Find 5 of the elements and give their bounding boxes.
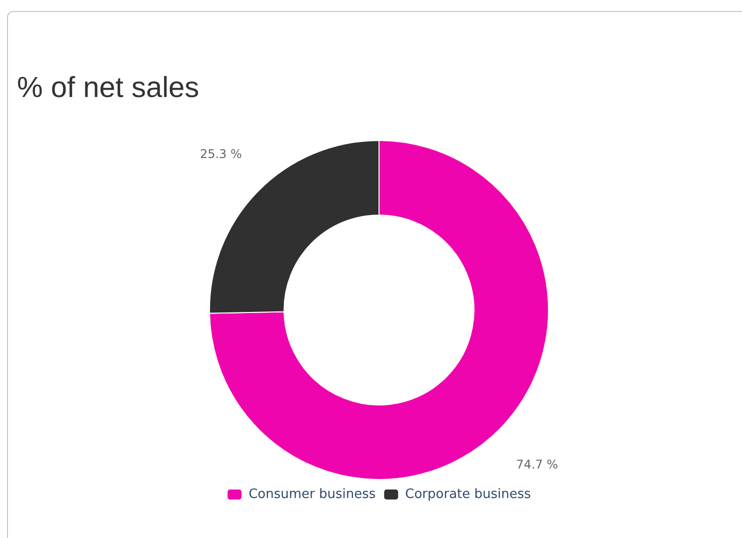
data-label: 25.3 %	[200, 146, 242, 161]
data-label: 74.7 %	[516, 457, 558, 472]
legend-label: Consumer business	[248, 486, 376, 502]
chart-title: % of net sales	[17, 72, 200, 105]
legend-label: Corporate business	[405, 486, 532, 502]
